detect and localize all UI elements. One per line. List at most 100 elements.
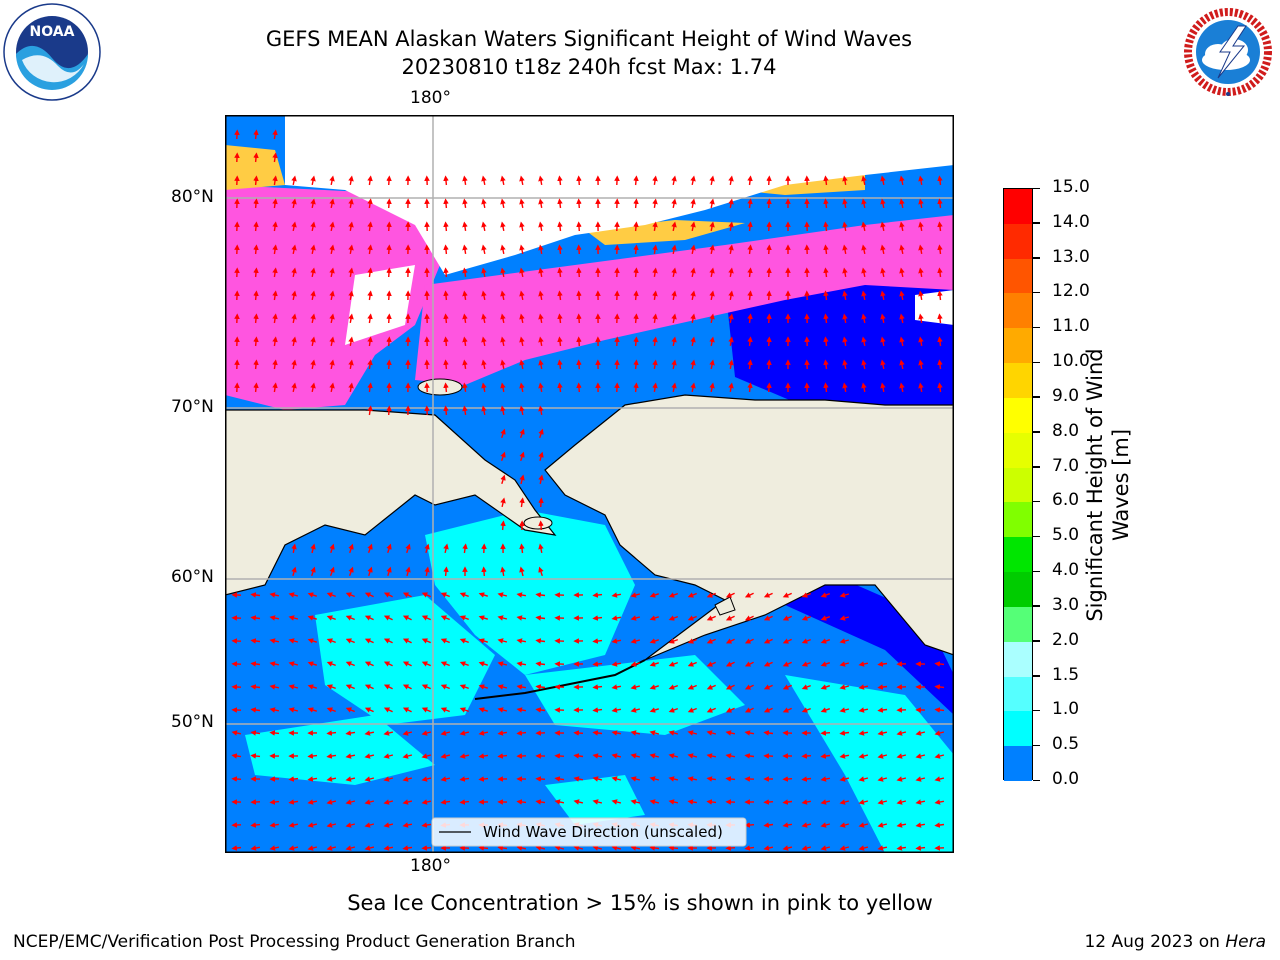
wind-wave-arrow bbox=[272, 267, 278, 278]
wind-wave-arrow bbox=[288, 638, 299, 644]
wind-wave-arrow bbox=[896, 822, 907, 828]
wind-wave-arrow bbox=[573, 799, 584, 805]
wind-wave-arrow bbox=[706, 730, 717, 736]
wind-wave-arrow bbox=[842, 382, 848, 393]
wind-wave-arrow bbox=[386, 244, 392, 255]
wind-wave-arrow bbox=[519, 313, 525, 324]
wind-wave-arrow bbox=[348, 336, 354, 347]
wind-wave-arrow bbox=[329, 244, 335, 255]
wind-wave-arrow bbox=[310, 290, 316, 301]
wind-wave-arrow bbox=[633, 198, 639, 209]
wind-wave-arrow bbox=[253, 244, 259, 255]
wind-wave-arrow bbox=[443, 175, 449, 186]
wind-wave-arrow bbox=[383, 776, 394, 782]
wind-wave-arrow bbox=[253, 290, 259, 301]
wind-wave-arrow bbox=[326, 845, 337, 851]
wind-wave-arrow bbox=[820, 845, 831, 851]
wind-wave-arrow bbox=[478, 707, 489, 713]
wind-wave-arrow bbox=[820, 753, 831, 759]
colorbar-tick-label: 15.0 bbox=[1052, 177, 1090, 197]
wind-wave-arrow bbox=[611, 776, 622, 782]
wind-wave-arrow bbox=[424, 543, 430, 553]
wind-wave-arrow bbox=[250, 661, 261, 667]
nws-logo-icon bbox=[1180, 4, 1276, 100]
colorbar-tick-label: 5.0 bbox=[1052, 525, 1080, 546]
colorbar-tick-mark bbox=[1033, 257, 1040, 259]
wind-wave-arrow bbox=[728, 198, 734, 209]
wind-wave-arrow bbox=[459, 638, 469, 644]
wind-wave-arrow bbox=[592, 707, 603, 713]
wind-wave-arrow bbox=[500, 566, 506, 577]
wind-wave-arrow bbox=[364, 799, 375, 805]
wind-wave-arrow bbox=[823, 336, 829, 347]
wind-wave-arrow bbox=[709, 198, 715, 209]
wind-wave-arrow bbox=[478, 845, 489, 851]
wind-wave-arrow bbox=[592, 592, 603, 598]
wind-wave-arrow bbox=[307, 822, 318, 828]
wind-wave-arrow bbox=[272, 129, 278, 140]
wind-wave-arrow bbox=[728, 359, 734, 370]
wind-wave-arrow bbox=[481, 267, 487, 278]
wind-wave-arrow bbox=[307, 707, 318, 713]
wind-wave-arrow bbox=[402, 845, 413, 851]
wind-wave-arrow bbox=[231, 776, 242, 782]
wind-wave-arrow bbox=[459, 776, 470, 782]
wind-wave-arrow bbox=[782, 799, 793, 805]
wind-wave-arrow bbox=[383, 638, 393, 644]
wind-wave-arrow bbox=[858, 684, 869, 690]
wind-wave-arrow bbox=[709, 175, 715, 186]
wind-wave-arrow bbox=[348, 313, 354, 324]
wind-wave-arrow bbox=[443, 221, 449, 232]
wind-wave-arrow bbox=[820, 822, 831, 828]
wind-wave-arrow bbox=[519, 290, 525, 301]
wind-wave-arrow bbox=[519, 382, 525, 393]
wind-wave-arrow bbox=[709, 244, 715, 255]
wind-wave-arrow bbox=[858, 661, 869, 667]
wind-wave-arrow bbox=[918, 198, 924, 209]
wind-wave-arrow bbox=[421, 730, 432, 736]
wind-wave-arrow bbox=[668, 661, 679, 667]
wind-wave-arrow bbox=[478, 753, 489, 759]
wind-wave-arrow bbox=[386, 290, 392, 301]
wind-wave-arrow bbox=[538, 221, 544, 232]
wind-wave-arrow bbox=[918, 336, 924, 347]
wind-wave-arrow bbox=[519, 566, 525, 577]
wind-wave-arrow bbox=[554, 845, 565, 851]
wind-wave-arrow bbox=[310, 313, 316, 324]
wind-wave-arrow bbox=[861, 175, 867, 186]
wind-wave-arrow bbox=[326, 638, 336, 644]
wind-wave-arrow bbox=[383, 707, 393, 713]
wind-wave-arrow bbox=[348, 382, 354, 393]
wind-wave-arrow bbox=[858, 845, 869, 851]
wind-wave-arrow bbox=[766, 267, 772, 278]
wind-wave-arrow bbox=[269, 684, 280, 690]
wind-wave-arrow bbox=[877, 822, 888, 828]
wind-wave-arrow bbox=[937, 313, 943, 324]
wind-wave-arrow bbox=[652, 221, 658, 232]
wind-wave-arrow bbox=[725, 776, 736, 782]
wind-wave-arrow bbox=[421, 799, 432, 805]
wind-wave-arrow bbox=[535, 661, 546, 667]
wind-wave-arrow bbox=[386, 221, 392, 232]
colorbar-tick-label: 12.0 bbox=[1052, 281, 1090, 302]
wind-wave-arrow bbox=[310, 359, 316, 370]
wind-wave-arrow bbox=[766, 382, 772, 393]
ocean-bering-high bbox=[425, 510, 635, 675]
wind-wave-arrow bbox=[367, 198, 373, 209]
colorbar-segment bbox=[1004, 676, 1032, 712]
colorbar-tick-mark bbox=[1033, 709, 1040, 712]
wind-wave-arrow bbox=[291, 290, 297, 301]
wind-wave-arrow bbox=[443, 543, 449, 554]
wind-wave-arrow bbox=[326, 615, 336, 621]
wind-wave-arrow bbox=[478, 684, 489, 690]
wind-wave-arrow bbox=[861, 382, 867, 393]
colorbar-tick-mark bbox=[1033, 187, 1040, 189]
wind-wave-arrow bbox=[345, 776, 356, 782]
wind-wave-arrow bbox=[842, 359, 848, 370]
wind-wave-arrow bbox=[272, 175, 278, 186]
colorbar-segment bbox=[1004, 746, 1032, 782]
wind-wave-arrow bbox=[329, 543, 335, 554]
wind-wave-arrow bbox=[231, 753, 242, 759]
wind-wave-arrow bbox=[500, 520, 506, 531]
wind-wave-arrow bbox=[652, 267, 658, 278]
